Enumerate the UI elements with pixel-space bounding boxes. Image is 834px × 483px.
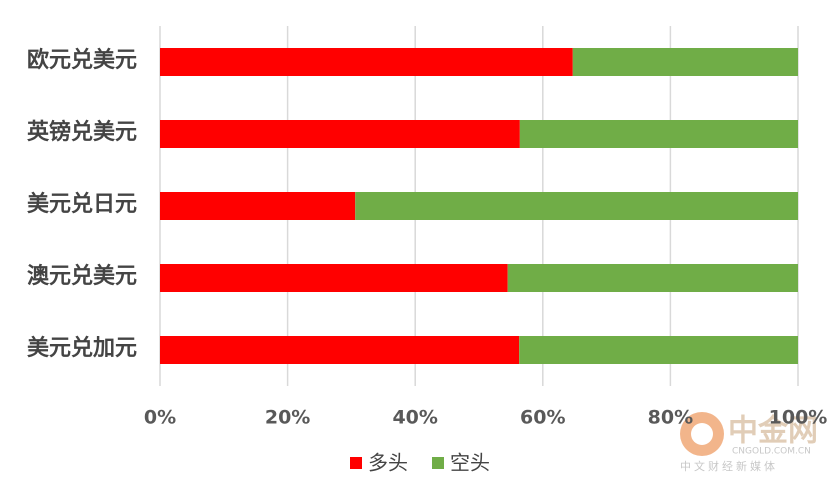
bar-segment — [507, 264, 798, 292]
bar-segment — [160, 120, 520, 148]
bar-segment — [572, 48, 798, 76]
bar-segment — [355, 192, 798, 220]
x-tick-label: 20% — [265, 407, 310, 429]
watermark-slogan: 中文财经新媒体 — [680, 459, 778, 473]
x-tick-label: 80% — [648, 407, 693, 429]
legend-label: 多头 — [368, 451, 408, 475]
y-tick-label: 澳元兑美元 — [27, 263, 137, 288]
bar-segment — [160, 264, 508, 292]
legend-swatch — [350, 457, 362, 469]
watermark: 中金网 CNGOLD.COM.CN 中文财经新媒体 — [680, 412, 818, 473]
x-tick-label: 0% — [144, 407, 176, 429]
bar-segment — [519, 120, 798, 148]
y-tick-label: 美元兑加元 — [27, 335, 137, 360]
legend-swatch — [432, 457, 444, 469]
watermark-icon — [691, 423, 713, 445]
bar-segment — [519, 336, 798, 364]
x-tick-label: 100% — [769, 407, 828, 429]
x-tick-label: 60% — [520, 407, 565, 429]
y-tick-label: 美元兑日元 — [27, 191, 137, 216]
legend-label: 空头 — [450, 451, 490, 475]
bar-segment — [160, 192, 356, 220]
y-tick-label: 英镑兑美元 — [27, 119, 137, 144]
watermark-domain: CNGOLD.COM.CN — [732, 447, 811, 457]
bar-segment — [160, 48, 573, 76]
watermark-logo: 中金网 — [728, 414, 818, 449]
bar-segment — [160, 336, 520, 364]
y-tick-label: 欧元兑美元 — [27, 47, 137, 72]
x-tick-label: 40% — [392, 407, 437, 429]
